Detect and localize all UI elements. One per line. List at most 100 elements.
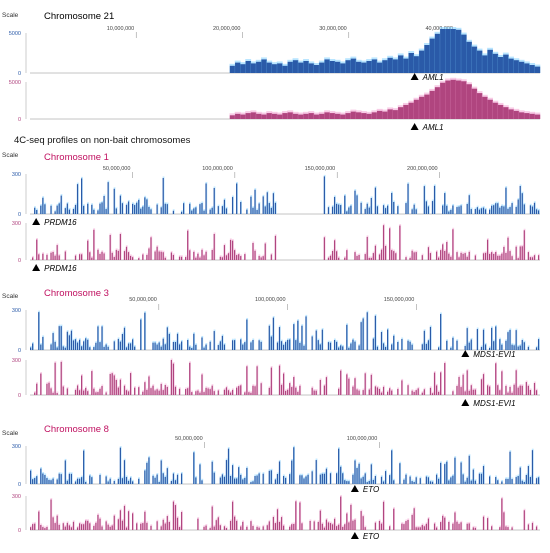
signal-bar (268, 470, 270, 484)
signal-bar (236, 520, 238, 530)
signal-bar (487, 49, 493, 73)
signal-bar (411, 209, 413, 214)
signal-bar (32, 479, 34, 484)
signal-bar (95, 342, 97, 350)
signal-bar (466, 204, 468, 214)
signal-bar (319, 62, 325, 73)
track-bars (30, 445, 540, 484)
signal-bar (529, 477, 532, 484)
signal-bar (297, 320, 299, 350)
signal-bar (464, 253, 466, 260)
signal-bar (189, 346, 191, 350)
signal-bar (144, 197, 146, 214)
signal-bar (46, 478, 48, 484)
signal-bar (123, 460, 126, 484)
signal-bar (374, 476, 376, 484)
signal-bar (415, 390, 417, 395)
signal-bar (537, 210, 540, 214)
signal-bar (223, 344, 226, 350)
signal-bar (527, 252, 529, 260)
signal-bar (125, 390, 128, 395)
signal-bar (440, 82, 446, 119)
signal-bar (34, 392, 36, 395)
signal-bar (387, 109, 393, 119)
signal-bar (523, 342, 525, 350)
signal-bar (44, 204, 46, 214)
signal-bar (537, 339, 540, 350)
signal-bar (54, 362, 56, 395)
signal-bar (244, 392, 246, 395)
signal-bar (105, 344, 107, 350)
signal-bar (462, 374, 464, 395)
signal-bar (495, 203, 497, 214)
signal-bar (491, 526, 493, 530)
signal-bar (503, 107, 509, 119)
signal-bar (435, 474, 438, 484)
signal-bar (52, 517, 54, 530)
signal-bar (107, 524, 109, 530)
signal-bar (134, 205, 136, 214)
signal-bar (282, 525, 285, 530)
signal-bar (333, 240, 336, 260)
signal-bar (476, 329, 478, 350)
y-tick-label: 300 (12, 494, 21, 500)
signal-bar (262, 256, 264, 260)
signal-bar (66, 522, 68, 530)
signal-bar (246, 319, 248, 350)
signal-bar (282, 65, 288, 73)
signal-bar (154, 342, 156, 350)
signal-bar (127, 511, 130, 530)
signal-bar (429, 90, 436, 119)
signal-bar (289, 474, 291, 484)
signal-bar (452, 475, 454, 484)
signal-bar (331, 206, 334, 214)
signal-bar (254, 250, 256, 260)
signal-bar (229, 115, 236, 119)
signal-bar (505, 340, 507, 350)
signal-bar (495, 477, 497, 484)
signal-bar (323, 385, 325, 395)
signal-bar (340, 370, 342, 395)
gene-label: PRDM16 (44, 264, 77, 273)
signal-bar (146, 199, 148, 214)
signal-bar (454, 512, 456, 530)
signal-bar (172, 473, 175, 484)
signal-bar (293, 523, 295, 530)
signal-bar (138, 199, 140, 214)
gene-label: ETO (363, 485, 379, 494)
signal-bar (440, 250, 442, 260)
signal-bar (213, 233, 215, 260)
signal-bar (240, 526, 242, 530)
signal-bar (517, 258, 519, 260)
signal-bar (289, 339, 291, 350)
signal-bar (132, 513, 134, 530)
signal-bar (340, 345, 342, 350)
signal-bar (42, 527, 44, 530)
signal-bar (433, 185, 436, 214)
signal-bar (478, 209, 481, 214)
signal-bar (152, 342, 154, 350)
signal-bar (348, 481, 350, 484)
signal-bar (405, 474, 407, 484)
signal-bar (119, 447, 121, 484)
signal-bar (413, 391, 415, 395)
y-tick-label: 0 (18, 348, 21, 354)
signal-bar (127, 480, 130, 484)
signal-bar (50, 252, 52, 260)
signal-bar (148, 376, 150, 395)
signal-bar (391, 250, 393, 260)
signal-bar (121, 334, 124, 350)
signal-bar (471, 88, 478, 119)
signal-bar (445, 29, 451, 73)
signal-bar (344, 257, 346, 260)
signal-bar (72, 521, 75, 530)
signal-bar (419, 96, 425, 119)
signal-bar (405, 203, 407, 214)
signal-bar (293, 324, 295, 350)
signal-bar (295, 501, 297, 530)
x-tick-label: 20,000,000 (213, 26, 241, 32)
signal-bar (301, 475, 303, 484)
signal-bar (252, 526, 254, 530)
signal-bar (438, 347, 440, 350)
signal-bar (403, 58, 409, 73)
